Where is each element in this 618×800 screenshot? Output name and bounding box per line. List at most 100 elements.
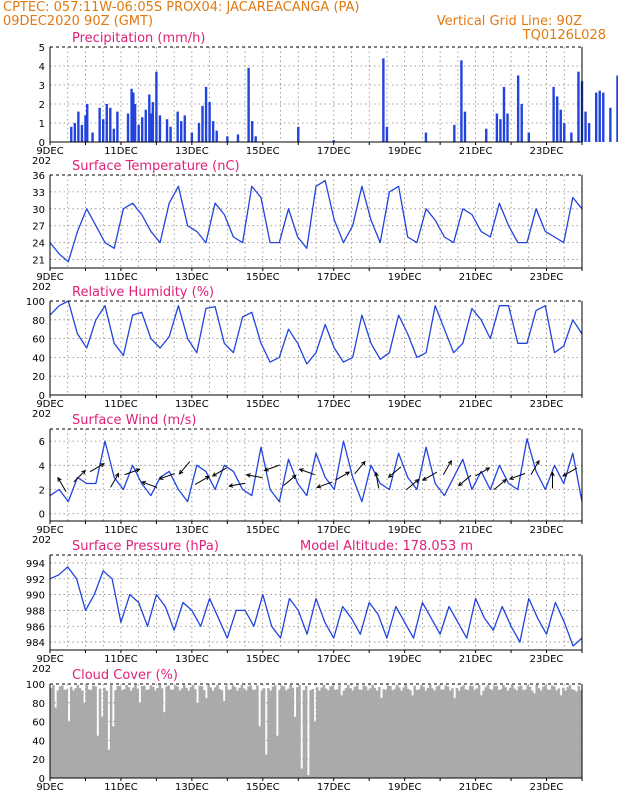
temp-xtick-label: 9DEC	[36, 272, 63, 283]
precip-bar	[190, 132, 194, 142]
wind-arrow	[110, 473, 119, 488]
temp-ytick-label: 36	[32, 171, 45, 182]
rh-ytick-label: 0	[39, 391, 45, 402]
precip-xtick-label: 9DEC	[36, 146, 63, 157]
cloud-bar	[522, 689, 525, 778]
cloud-bar	[242, 688, 246, 778]
cloud-bar	[249, 685, 253, 778]
cloud-bar	[229, 689, 233, 778]
rh-xtick-label: 17DEC	[317, 399, 351, 410]
cloud-bar	[61, 685, 64, 778]
precip-bar	[105, 104, 108, 142]
header-date: 09DEC2020 90Z (GMT)	[3, 14, 154, 29]
cloud-bar	[145, 689, 148, 778]
cloud-bar	[568, 685, 572, 778]
cloud-bar	[96, 735, 100, 778]
temp-xtick-label: 13DEC	[175, 272, 209, 283]
cloud-bar	[156, 687, 159, 778]
cloud-bar	[564, 690, 567, 778]
cloud-bar	[400, 690, 403, 778]
wind-arrow	[530, 460, 540, 475]
cloud-bar	[205, 698, 208, 778]
cloud-bar	[222, 700, 226, 778]
rh-series-line	[49, 300, 583, 365]
cloud-bar	[411, 695, 414, 778]
rh-ytick-label: 20	[32, 372, 45, 383]
cloud-bar	[526, 685, 530, 778]
temp-ytick-label: 21	[32, 256, 45, 267]
cloud-bar	[134, 684, 137, 778]
cloud-bar	[289, 684, 292, 778]
precip-bar	[109, 107, 112, 142]
pres-xtick-label: 15DEC	[246, 654, 280, 665]
cloud-bar	[491, 690, 494, 778]
cloud-bar	[320, 687, 323, 778]
wind-arrow-head	[550, 471, 555, 477]
cloud-bar	[123, 688, 126, 778]
wind-arrow	[317, 481, 333, 488]
cloud-bar	[74, 688, 77, 778]
precip-bar	[126, 113, 130, 142]
cloud-bar	[85, 685, 88, 778]
precip-bar	[382, 58, 385, 142]
wind-year-label: 202	[32, 535, 51, 546]
wind-xtick-label: 19DEC	[388, 525, 422, 536]
cloud-bar	[431, 688, 434, 778]
cloud-bar	[247, 686, 250, 778]
wind-ytick-label: 6	[39, 437, 45, 448]
cloud-bar	[140, 686, 144, 778]
rh-ytick-label: 40	[32, 353, 45, 364]
wind-xtick-label: 17DEC	[317, 525, 351, 536]
wind-arrow	[375, 472, 380, 489]
cloud-bar	[56, 690, 60, 778]
precip-bar	[552, 86, 555, 142]
cloud-bar	[415, 689, 419, 778]
cloud-bar	[151, 686, 155, 778]
precip-bar	[495, 113, 499, 142]
cloud-bar	[83, 702, 86, 778]
wind-arrow-head	[205, 475, 211, 481]
wind-arrow-head	[211, 472, 217, 477]
cloud-bar	[112, 726, 115, 778]
cloud-bar	[340, 695, 343, 778]
cloud-xtick-label: 21DEC	[459, 782, 493, 793]
cloud-bar	[499, 689, 503, 778]
cloud-bar	[460, 686, 463, 778]
cloud-bar	[81, 690, 84, 778]
cloud-bar	[291, 687, 295, 778]
cloud-bar	[211, 690, 215, 778]
cloud-bar	[517, 686, 521, 778]
precip-ytick-label: 4	[39, 62, 45, 73]
cloud-bar	[322, 684, 326, 778]
wind-arrow-head	[228, 483, 234, 488]
cloud-bar	[296, 687, 299, 778]
wind-arrow	[442, 460, 452, 475]
cloud-frame	[49, 684, 583, 779]
cloud-bar	[409, 690, 412, 778]
cloud-bar	[429, 684, 432, 778]
cloud-bar	[426, 687, 430, 778]
cloud-title: Cloud Cover (%)	[72, 668, 178, 683]
cloud-bar	[544, 685, 547, 778]
cloud-bar	[391, 690, 394, 778]
cloud-ytick-label: 80	[32, 699, 45, 710]
wind-arrow-head	[316, 484, 322, 489]
cloud-bar	[194, 689, 197, 778]
precip-xtick-label: 23DEC	[530, 146, 564, 157]
precip-bar	[609, 107, 612, 142]
cloud-bar	[116, 685, 120, 778]
precip-bar	[453, 124, 456, 142]
precip-bar	[133, 104, 137, 142]
precip-bar	[149, 113, 153, 142]
cloud-bar	[262, 688, 266, 778]
precip-ytick-label: 1	[39, 119, 45, 130]
cloud-bar	[566, 687, 569, 778]
precip-bar	[86, 104, 89, 142]
cloud-bar	[395, 685, 399, 778]
cloud-bar	[539, 690, 543, 778]
cloud-bar	[435, 686, 439, 778]
pres-ytick-label: 994	[26, 559, 45, 570]
cloud-bar	[265, 754, 268, 778]
cloud-bar	[269, 690, 272, 778]
precip-bar	[141, 117, 144, 142]
